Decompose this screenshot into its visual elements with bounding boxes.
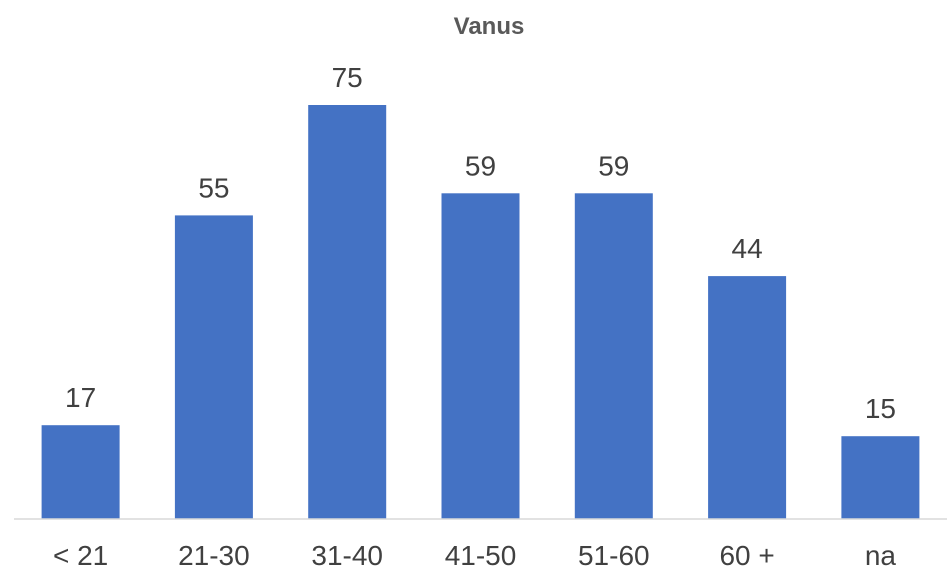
bar-4 (574, 193, 653, 520)
x-tick-label-2: 31-40 (311, 540, 383, 571)
data-label-5: 44 (732, 233, 763, 264)
x-tick-label-0: < 21 (53, 540, 108, 571)
data-label-4: 59 (598, 150, 629, 181)
bar-6 (841, 436, 920, 519)
x-tick-label-4: 51-60 (578, 540, 650, 571)
x-tick-label-5: 60 + (719, 540, 774, 571)
data-label-2: 75 (332, 62, 363, 93)
bar-5 (708, 276, 787, 519)
data-labels-group: 17 55 75 59 59 44 15 (65, 62, 896, 424)
x-tick-labels-group: < 21 21-30 31-40 41-50 51-60 60 + na (53, 540, 896, 571)
bars-group (41, 105, 920, 520)
bar-1 (174, 215, 253, 519)
x-tick-label-6: na (865, 540, 897, 571)
data-label-6: 15 (865, 393, 896, 424)
bar-0 (41, 425, 120, 519)
data-label-3: 59 (465, 150, 496, 181)
chart-title: Vanus (454, 13, 525, 40)
x-tick-label-1: 21-30 (178, 540, 250, 571)
data-label-0: 17 (65, 382, 96, 413)
data-label-1: 55 (198, 172, 229, 203)
x-tick-label-3: 41-50 (445, 540, 517, 571)
bar-3 (441, 193, 520, 520)
bar-2 (308, 105, 387, 519)
